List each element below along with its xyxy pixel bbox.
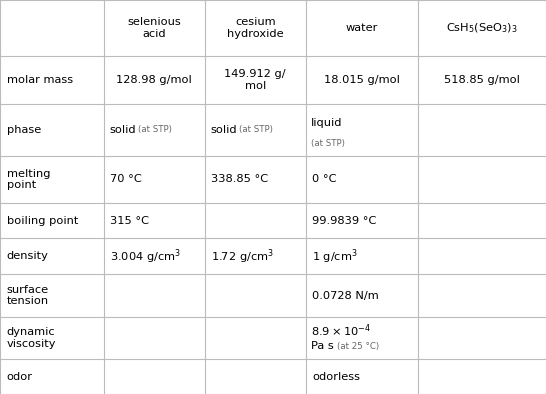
- Text: 128.98 g/mol: 128.98 g/mol: [116, 75, 192, 85]
- Text: melting
point: melting point: [7, 169, 50, 190]
- Text: solid: solid: [109, 125, 136, 135]
- Text: 315 °C: 315 °C: [110, 216, 149, 225]
- Text: 0 °C: 0 °C: [312, 174, 337, 184]
- Text: 99.9839 °C: 99.9839 °C: [312, 216, 377, 225]
- Text: (at STP): (at STP): [239, 125, 272, 134]
- Text: 0.0728 N/m: 0.0728 N/m: [312, 290, 379, 301]
- Text: 518.85 g/mol: 518.85 g/mol: [444, 75, 520, 85]
- Text: phase: phase: [7, 125, 41, 135]
- Text: 3.004 g/cm$^3$: 3.004 g/cm$^3$: [110, 247, 181, 266]
- Text: odor: odor: [7, 372, 33, 382]
- Text: water: water: [346, 23, 378, 33]
- Text: $8.9\times10^{-4}$: $8.9\times10^{-4}$: [311, 323, 371, 339]
- Text: (at 25 °C): (at 25 °C): [337, 342, 379, 351]
- Text: CsH$_5$(SeO$_3$)$_3$: CsH$_5$(SeO$_3$)$_3$: [446, 21, 518, 35]
- Text: 1.72 g/cm$^3$: 1.72 g/cm$^3$: [211, 247, 274, 266]
- Text: 338.85 °C: 338.85 °C: [211, 174, 269, 184]
- Text: (at STP): (at STP): [138, 125, 171, 134]
- Text: 70 °C: 70 °C: [110, 174, 142, 184]
- Text: 18.015 g/mol: 18.015 g/mol: [324, 75, 400, 85]
- Text: selenious
acid: selenious acid: [127, 17, 181, 39]
- Text: density: density: [7, 251, 49, 261]
- Text: molar mass: molar mass: [7, 75, 73, 85]
- Text: cesium
hydroxide: cesium hydroxide: [227, 17, 283, 39]
- Text: surface
tension: surface tension: [7, 285, 49, 306]
- Text: 1 g/cm$^3$: 1 g/cm$^3$: [312, 247, 358, 266]
- Text: (at STP): (at STP): [311, 139, 345, 148]
- Text: 149.912 g/
mol: 149.912 g/ mol: [224, 69, 286, 91]
- Text: boiling point: boiling point: [7, 216, 78, 225]
- Text: dynamic
viscosity: dynamic viscosity: [7, 327, 56, 349]
- Text: odorless: odorless: [312, 372, 360, 382]
- Text: Pa s: Pa s: [311, 342, 334, 351]
- Text: solid: solid: [210, 125, 237, 135]
- Text: liquid: liquid: [311, 118, 343, 128]
